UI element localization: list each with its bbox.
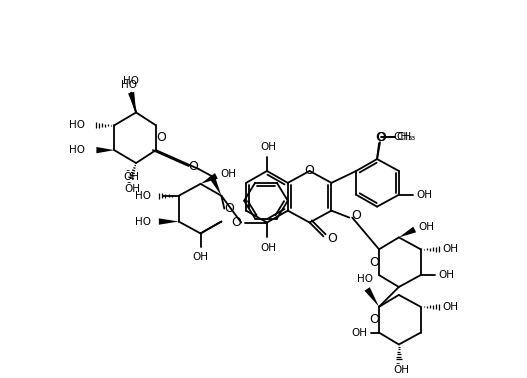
Text: HO: HO — [135, 191, 151, 201]
Text: ŌH: ŌH — [394, 365, 410, 375]
Text: ŌH: ŌH — [124, 184, 140, 194]
Text: OH: OH — [417, 190, 433, 200]
Text: OH: OH — [443, 302, 458, 312]
Polygon shape — [96, 147, 114, 153]
Text: HO: HO — [135, 217, 151, 226]
Text: O: O — [225, 202, 234, 215]
Text: O: O — [156, 131, 166, 144]
Text: OH: OH — [418, 223, 435, 232]
Text: HO: HO — [121, 80, 137, 90]
Text: OH: OH — [260, 243, 276, 253]
Polygon shape — [159, 218, 179, 225]
Text: OH: OH — [351, 328, 367, 338]
Polygon shape — [365, 287, 379, 307]
Text: OH: OH — [220, 169, 236, 179]
Text: HO: HO — [123, 76, 139, 86]
Text: O: O — [305, 164, 315, 177]
Text: O: O — [375, 131, 385, 144]
Polygon shape — [128, 92, 136, 112]
Text: OH: OH — [260, 142, 276, 152]
Polygon shape — [399, 227, 416, 237]
Text: O: O — [352, 209, 361, 222]
Text: CH₃: CH₃ — [396, 132, 415, 142]
Text: HO: HO — [69, 120, 84, 130]
Text: O: O — [376, 131, 386, 144]
Text: HO: HO — [357, 274, 373, 284]
Text: O: O — [327, 232, 337, 245]
Text: OH: OH — [443, 244, 458, 254]
Text: OH: OH — [438, 270, 454, 280]
Text: OH: OH — [192, 252, 209, 262]
Polygon shape — [209, 175, 221, 196]
Text: ŌH: ŌH — [123, 172, 139, 182]
Text: O: O — [231, 216, 241, 229]
Text: O: O — [369, 313, 379, 326]
Polygon shape — [201, 173, 218, 184]
Text: CH₃: CH₃ — [393, 132, 413, 142]
Text: O: O — [369, 256, 379, 269]
Text: O: O — [189, 160, 199, 172]
Text: HO: HO — [69, 145, 84, 155]
